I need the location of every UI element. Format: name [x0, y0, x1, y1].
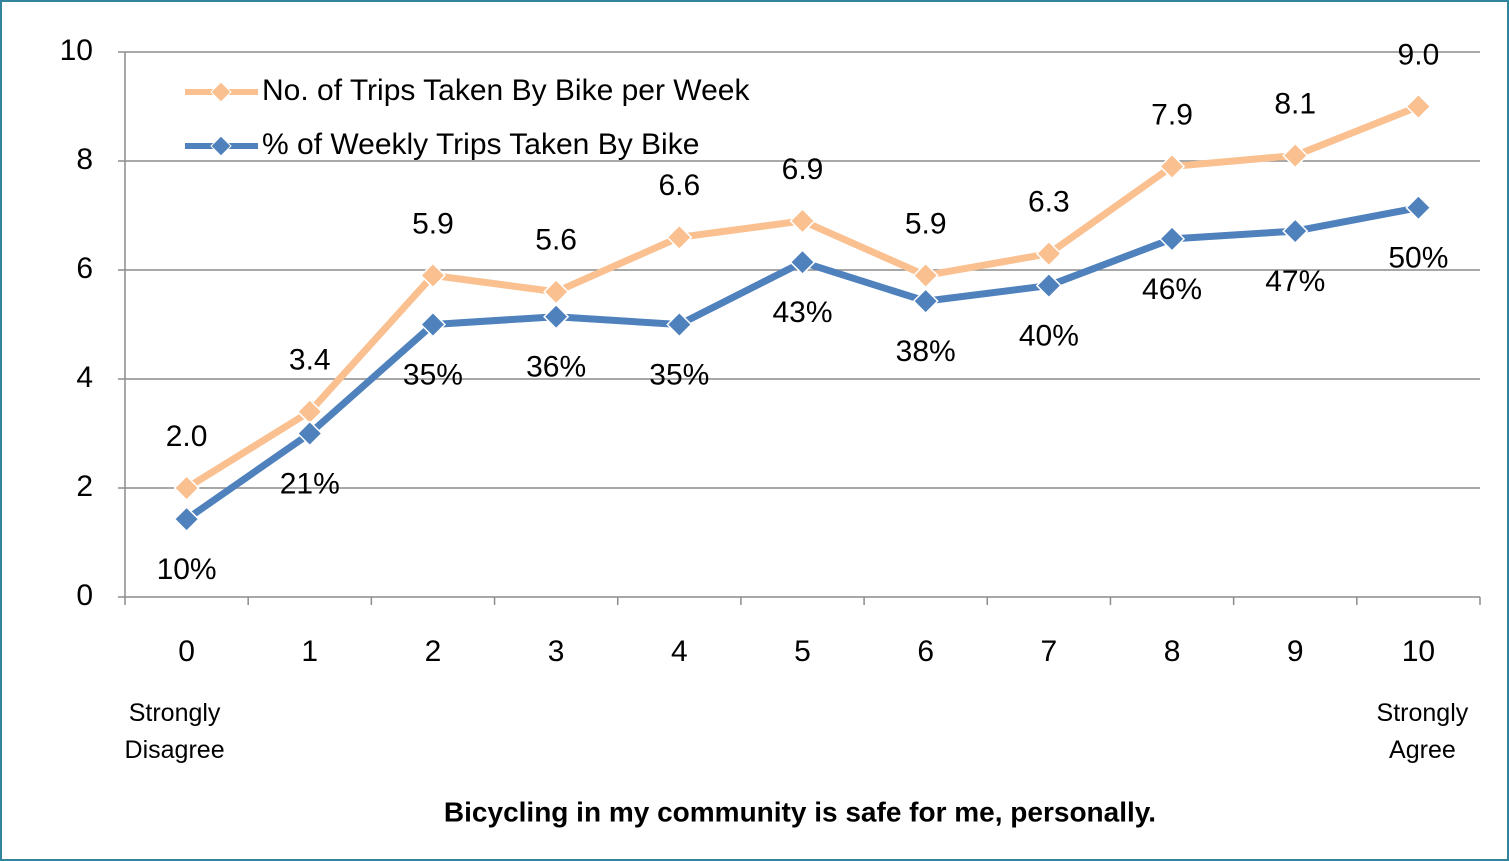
marker [1282, 218, 1309, 245]
marker [912, 288, 939, 315]
marker [1035, 240, 1062, 267]
data-label: 6.3 [1028, 186, 1070, 219]
x-tick-label: 8 [1164, 635, 1181, 668]
data-label: 35% [649, 358, 709, 391]
x-tick-label: 7 [1041, 635, 1058, 668]
annotation: Strongly Agree [1377, 699, 1469, 764]
marker [789, 249, 816, 276]
x-tick-label: 2 [425, 635, 442, 668]
data-label: 10% [157, 553, 217, 586]
marker [296, 420, 323, 447]
data-label: 50% [1388, 242, 1448, 275]
data-label: 35% [403, 358, 463, 391]
legend-label: % of Weekly Trips Taken By Bike [262, 128, 699, 161]
y-tick-label: 8 [76, 143, 93, 176]
data-label: 36% [526, 351, 586, 384]
marker [789, 207, 816, 235]
x-tick-label: 4 [671, 635, 688, 668]
y-tick-label: 10 [60, 34, 93, 67]
data-label: 5.9 [905, 207, 947, 240]
data-label: 46% [1142, 273, 1202, 306]
data-label: 6.9 [782, 153, 824, 186]
x-tick-label: 9 [1287, 635, 1304, 668]
data-label: 43% [772, 296, 832, 329]
x-tick-label: 3 [548, 635, 565, 668]
x-tick-label: 0 [178, 635, 195, 668]
data-label: 3.4 [289, 344, 331, 377]
data-label: 38% [896, 335, 956, 368]
marker [1158, 153, 1186, 180]
data-label: 47% [1265, 265, 1325, 298]
legend-label: No. of Trips Taken By Bike per Week [262, 74, 750, 107]
data-label: 8.1 [1274, 87, 1316, 120]
marker [173, 474, 200, 502]
data-label: 6.6 [658, 169, 700, 202]
data-label: 5.9 [412, 207, 454, 240]
legend-marker [210, 135, 232, 157]
y-tick-label: 2 [76, 470, 93, 503]
marker [543, 303, 570, 330]
data-label: 7.9 [1151, 98, 1193, 131]
data-label: 40% [1019, 319, 1079, 352]
marker [173, 506, 200, 533]
x-axis-label: Bicycling in my community is safe for me… [444, 796, 1156, 827]
data-label: 21% [280, 467, 340, 500]
marker [1405, 194, 1432, 221]
x-tick-label: 6 [917, 635, 934, 668]
marker [912, 262, 939, 289]
marker [1405, 93, 1432, 120]
data-label: 2.0 [166, 420, 208, 453]
annotation: Strongly Disagree [125, 699, 225, 764]
marker [666, 311, 693, 338]
marker [1282, 142, 1309, 169]
data-label: 5.6 [535, 224, 577, 257]
marker [666, 224, 693, 251]
x-tick-label: 5 [794, 635, 811, 668]
marker [1158, 225, 1186, 252]
marker [419, 311, 447, 338]
y-tick-label: 4 [76, 361, 93, 394]
data-label: 9.0 [1398, 38, 1440, 71]
y-tick-label: 6 [76, 252, 93, 285]
x-tick-label: 1 [301, 635, 318, 668]
legend-marker [210, 81, 232, 103]
x-tick-label: 10 [1402, 635, 1435, 668]
marker [419, 262, 447, 289]
marker [1035, 272, 1062, 299]
y-tick-label: 0 [76, 579, 93, 612]
